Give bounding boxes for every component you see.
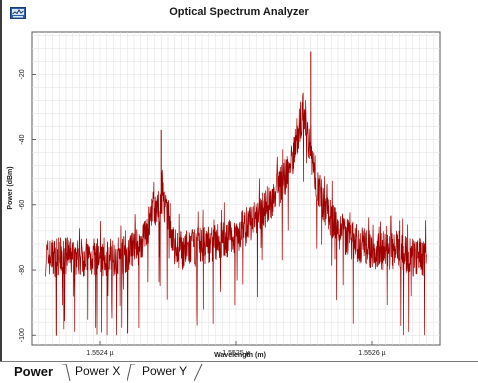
tab-bar: Power Power X Power Y — [0, 361, 478, 383]
tab-power-y[interactable]: Power Y — [142, 364, 188, 378]
tab-separator — [62, 364, 71, 381]
spectrum-analyzer-icon[interactable] — [10, 7, 26, 19]
tab-separator — [127, 364, 135, 381]
x-axis-label: Wavelength (m) — [214, 352, 266, 359]
x-tick-label: 1.5526 µ — [358, 350, 385, 357]
x-tick-label: 1.5525 µ — [222, 350, 249, 357]
tab-power-x[interactable]: Power X — [75, 364, 121, 378]
tab-power[interactable]: Power — [14, 364, 54, 379]
y-tick-label: -60 — [19, 200, 26, 210]
y-tick-label: -40 — [19, 134, 26, 144]
spectrum-chart: -20 -40 -60 -80 -100 1.5524 µ 1.5525 µ 1.5526 µ… — [7, 31, 441, 359]
spectrum-line — [45, 92, 427, 336]
y-tick-label: -80 — [19, 265, 26, 275]
y-tick-label: -20 — [19, 69, 26, 79]
x-tick-label: 1.5524 µ — [86, 350, 113, 357]
y-axis-label: Power (dBm) — [7, 166, 14, 209]
y-tick-label: -100 — [19, 328, 26, 342]
chart-title: Optical Spectrum Analyzer — [169, 6, 309, 18]
spectrum-trace — [45, 51, 427, 336]
window-left-border — [0, 0, 2, 362]
axes: -20 -40 -60 -80 -100 1.5524 µ 1.5525 µ 1.5526 µ — [19, 69, 386, 357]
tab-separator — [194, 364, 203, 381]
grid — [32, 32, 440, 345]
